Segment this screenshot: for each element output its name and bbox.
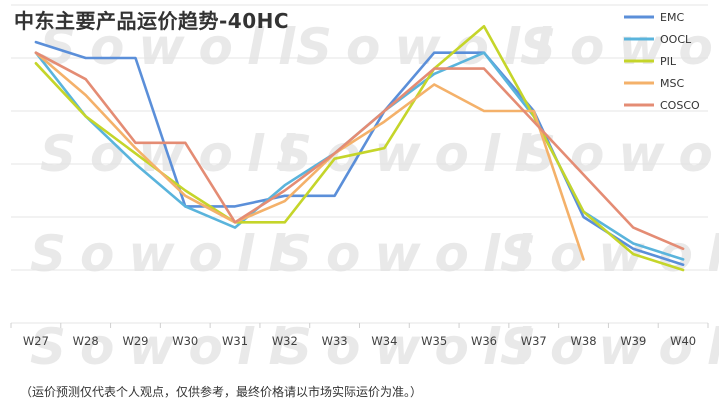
x-tick-label: W37 (521, 334, 547, 348)
x-tick-label: W38 (571, 334, 597, 348)
x-tick-label: W31 (222, 334, 248, 348)
x-tick-label: W27 (23, 334, 49, 348)
legend-label-cosco: COSCO (660, 99, 700, 112)
x-tick-label: W36 (471, 334, 497, 348)
x-tick-label: W33 (322, 334, 348, 348)
legend-label-msc: MSC (660, 77, 684, 90)
chart-title: 中东主要产品运价趋势-40HC (14, 9, 290, 33)
series-line-cosco (34, 51, 685, 251)
footnote: （运价预测仅代表个人观点，仅供参考，最终价格请以市场实际运价为准。） (20, 385, 423, 399)
legend-label-emc: EMC (660, 11, 684, 24)
series-line-oocl (34, 51, 685, 261)
x-tick-label: W29 (122, 334, 148, 348)
x-tick-label: W39 (620, 334, 646, 348)
x-tick-label: W40 (670, 334, 696, 348)
legend-label-oocl: OOCL (660, 33, 692, 46)
x-tick-label: W35 (421, 334, 447, 348)
x-tick-label: W28 (73, 334, 99, 348)
series-line-pil (34, 24, 685, 272)
x-tick-label: W30 (172, 334, 198, 348)
x-tick-label: W34 (371, 334, 397, 348)
x-tick-label: W32 (272, 334, 298, 348)
series-line-msc (34, 51, 585, 261)
legend-label-pil: PIL (660, 55, 677, 68)
